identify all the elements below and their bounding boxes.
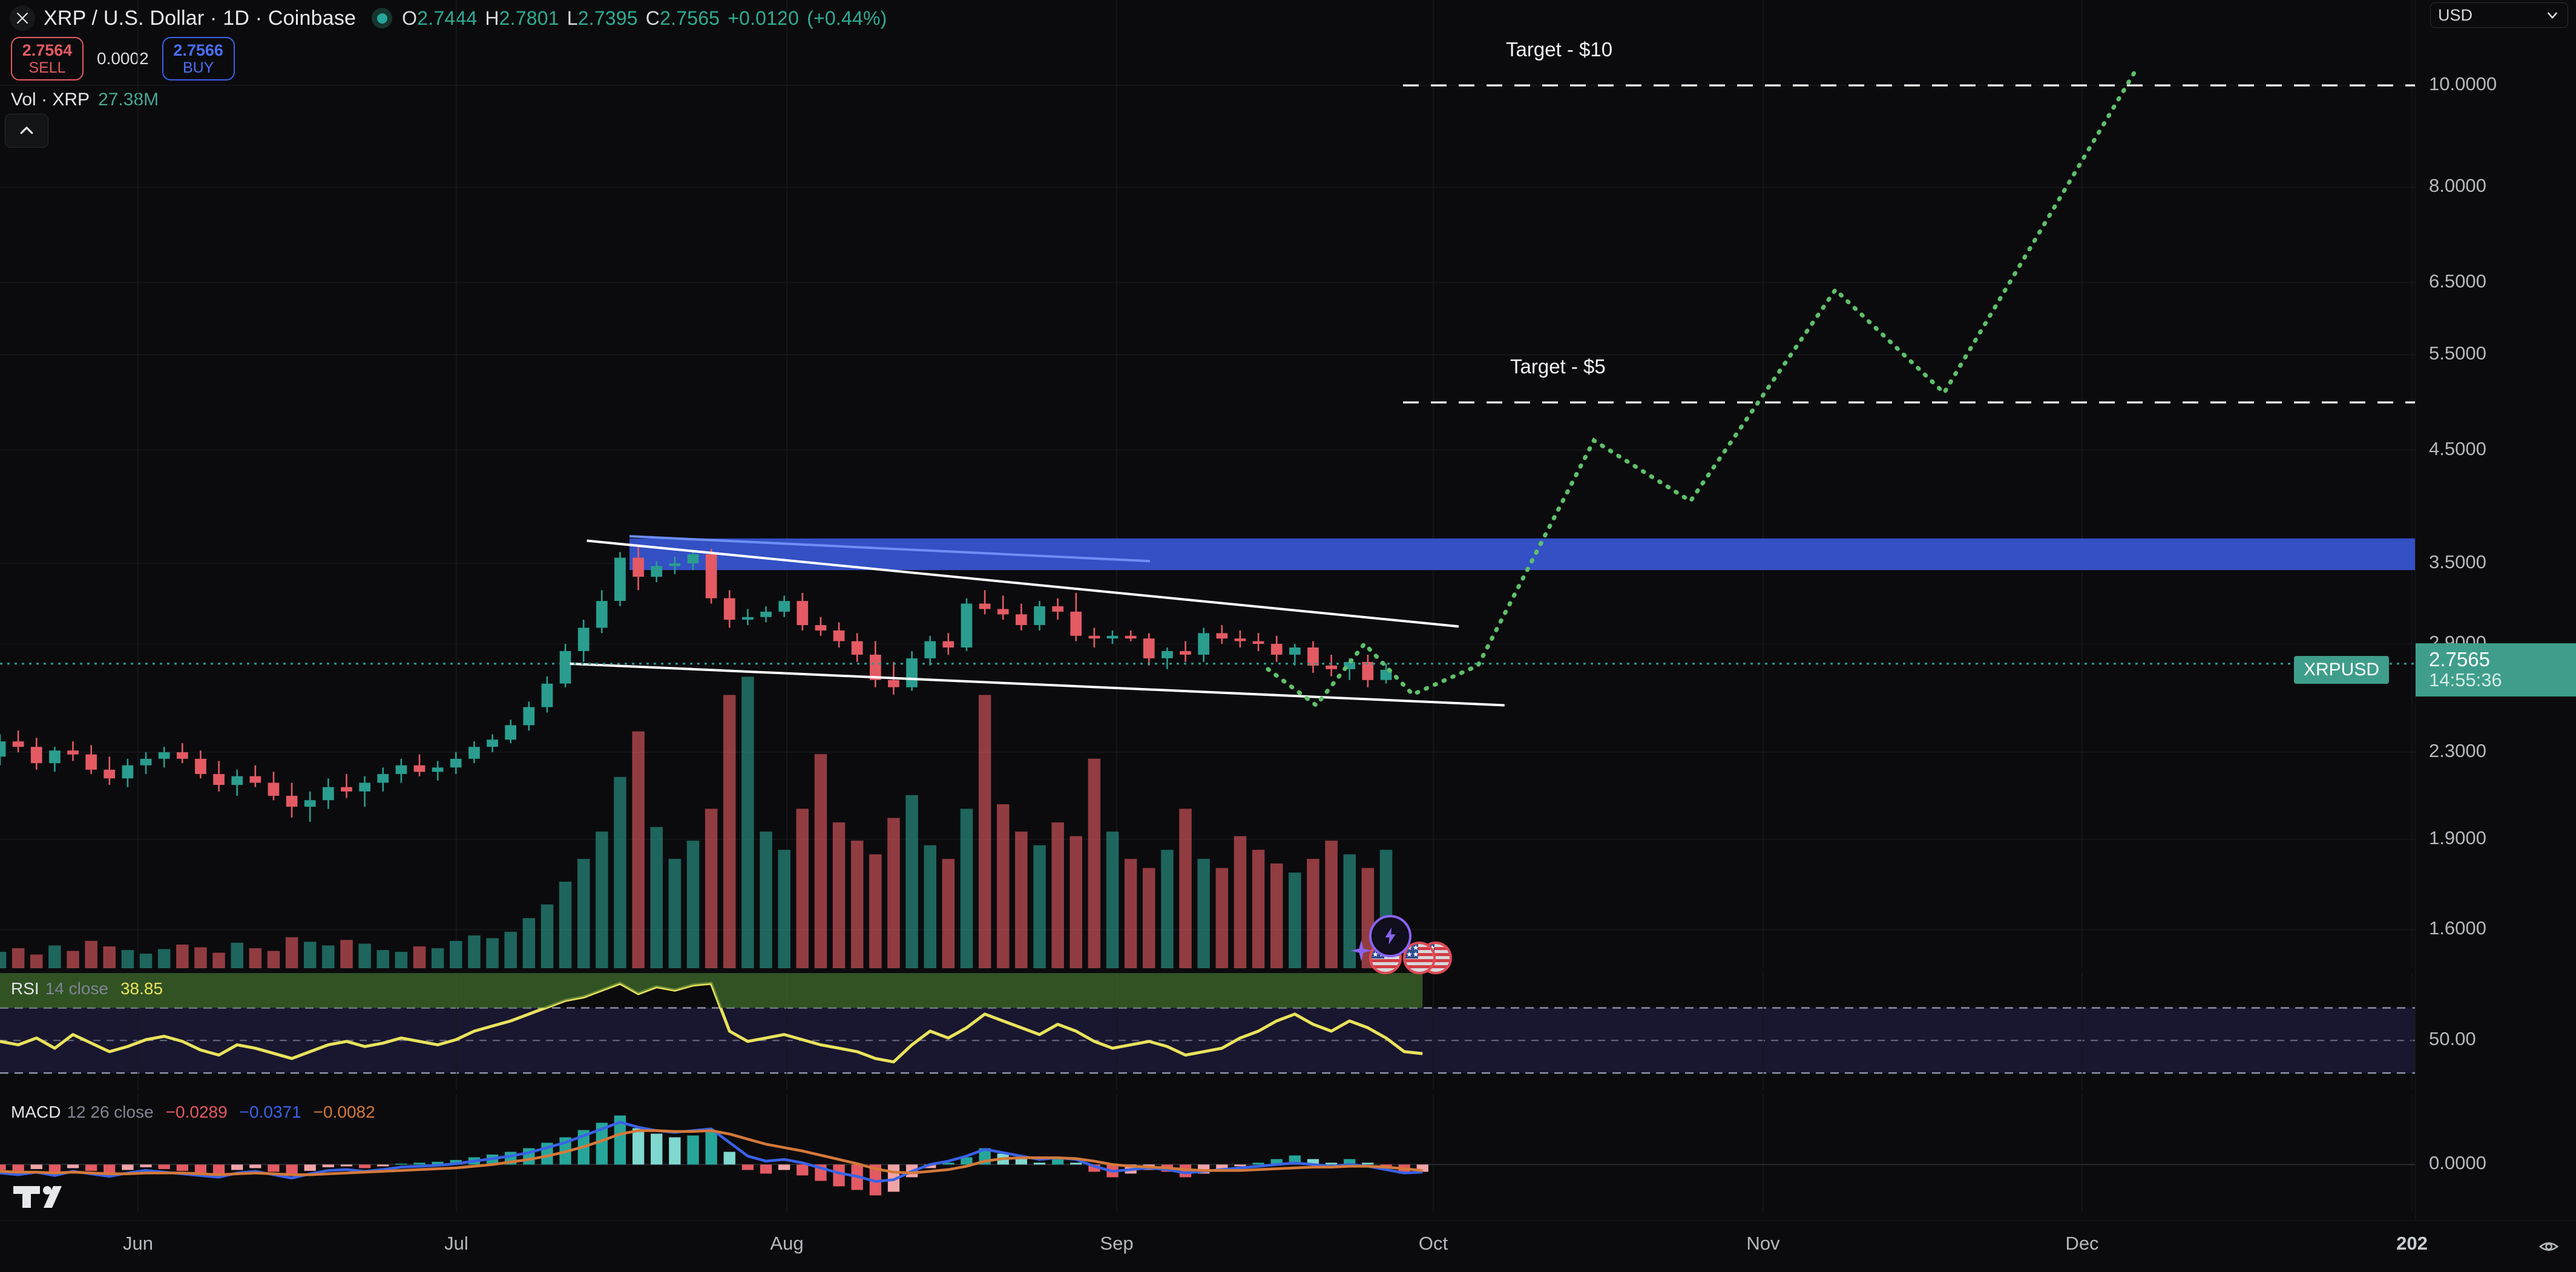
- sell-button[interactable]: 2.7564 SELL: [11, 37, 84, 80]
- macd-legend-name: MACD: [11, 1103, 61, 1121]
- currency-label: USD: [2438, 5, 2473, 24]
- current-price-badge[interactable]: 2.7565 14:55:36: [2416, 643, 2576, 697]
- ohlc-high-label: H: [485, 7, 499, 29]
- ohlc-low-label: L: [567, 7, 578, 29]
- price-tick: 6.5000: [2429, 270, 2486, 292]
- price-tick: 5.5000: [2429, 343, 2486, 364]
- price-pane[interactable]: [0, 0, 2415, 968]
- macd-legend[interactable]: MACD 12 26 close −0.0289 −0.0371 −0.0082: [11, 1103, 375, 1122]
- spread-value: 0.0002: [97, 49, 149, 68]
- volume-legend-name: Vol · XRP: [11, 90, 90, 110]
- macd-pane[interactable]: [0, 1094, 2415, 1211]
- macd-legend-params: 12 26 close: [67, 1103, 154, 1121]
- price-tick: 1.9000: [2429, 827, 2486, 848]
- price-tick: 1.6000: [2429, 917, 2486, 939]
- macd-value-hist: −0.0082: [313, 1103, 375, 1121]
- sell-price: 2.7564: [22, 41, 73, 59]
- tradingview-logo[interactable]: [13, 1178, 71, 1216]
- bar-countdown: 14:55:36: [2429, 669, 2502, 690]
- price-tick: 4.5000: [2429, 438, 2486, 459]
- ohlc-high-value: 2.7801: [499, 7, 559, 29]
- ohlc-open-label: O: [402, 7, 418, 29]
- volume-legend-value: 27.38M: [98, 90, 159, 110]
- us-flag-canton: ★★★★★★★★★: [1405, 944, 1418, 959]
- collapse-pane-button[interactable]: [5, 114, 48, 148]
- time-tick: Jul: [444, 1233, 468, 1254]
- current-price: 2.7565: [2429, 648, 2490, 671]
- time-axis[interactable]: Jun Jul Aug Sep Oct Nov Dec 202: [0, 1220, 2576, 1272]
- rsi-legend-params: 14 close: [45, 979, 108, 998]
- target-10-label[interactable]: Target - $10: [1506, 38, 1613, 61]
- buy-label: BUY: [182, 59, 214, 77]
- ohlc-close-value: 2.7565: [660, 7, 720, 29]
- buy-price: 2.7566: [173, 41, 223, 59]
- symbol-tag-label: XRPUSD: [2304, 659, 2380, 680]
- macd-value-macd: −0.0289: [165, 1103, 228, 1121]
- economic-event-badge[interactable]: ★★★★★★★★★: [1403, 942, 1436, 974]
- symbol-title[interactable]: XRP / U.S. Dollar · 1D · Coinbase: [44, 6, 356, 30]
- symbol-price-tag[interactable]: XRPUSD: [2294, 655, 2390, 684]
- price-tick: 10.0000: [2429, 73, 2497, 95]
- ohlc-low-value: 2.7395: [577, 7, 638, 29]
- time-tick: Jun: [123, 1233, 153, 1254]
- rsi-pane[interactable]: [0, 973, 2415, 1089]
- rsi-legend[interactable]: RSI 14 close 38.85: [11, 979, 163, 998]
- chevron-down-icon: [2548, 12, 2557, 19]
- ai-lightning-icon[interactable]: [1369, 915, 1411, 957]
- macd-value-signal: −0.0371: [239, 1103, 301, 1121]
- time-tick: 202: [2396, 1233, 2428, 1254]
- currency-selector[interactable]: USD: [2430, 2, 2568, 28]
- time-tick: Sep: [1100, 1233, 1134, 1254]
- price-axis[interactable]: USD 10.0000 8.0000 6.5000 5.5000 4.5000 3.500…: [2415, 0, 2576, 1220]
- time-tick: Oct: [1418, 1233, 1448, 1254]
- target-5-label[interactable]: Target - $5: [1510, 355, 1606, 378]
- rsi-legend-value: 38.85: [120, 979, 163, 998]
- volume-legend[interactable]: Vol · XRP 27.38M: [11, 90, 159, 110]
- trade-buttons: 2.7564 SELL 0.0002 2.7566 BUY: [11, 35, 235, 82]
- time-tick: Aug: [770, 1233, 804, 1254]
- xrp-x-icon: [10, 5, 35, 31]
- time-tick: Dec: [2065, 1233, 2099, 1254]
- rsi-axis-tick: 50.00: [2429, 1028, 2476, 1050]
- macd-axis-tick: 0.0000: [2429, 1152, 2486, 1174]
- ohlc-change-pct: (+0.44%): [807, 7, 887, 29]
- live-indicator: [372, 8, 393, 28]
- chevron-up-icon: [20, 126, 33, 134]
- rsi-legend-name: RSI: [11, 979, 39, 998]
- buy-button[interactable]: 2.7566 BUY: [162, 37, 235, 80]
- ohlc-close-label: C: [645, 7, 660, 29]
- ai-sparkle-icon: [1349, 938, 1374, 966]
- sell-label: SELL: [28, 59, 66, 77]
- price-tick: 3.5000: [2429, 551, 2486, 572]
- chart-header: XRP / U.S. Dollar · 1D · Coinbase O2.744…: [0, 0, 2576, 36]
- time-tick: Nov: [1746, 1233, 1780, 1254]
- price-tick: 8.0000: [2429, 175, 2486, 197]
- price-tick: 2.3000: [2429, 740, 2486, 762]
- ohlc-open-value: 2.7444: [417, 7, 478, 29]
- ohlc-values: O2.7444 H2.7801 L2.7395 C2.7565 +0.0120 (+0.4…: [402, 7, 887, 30]
- eye-settings-icon[interactable]: [2538, 1236, 2559, 1257]
